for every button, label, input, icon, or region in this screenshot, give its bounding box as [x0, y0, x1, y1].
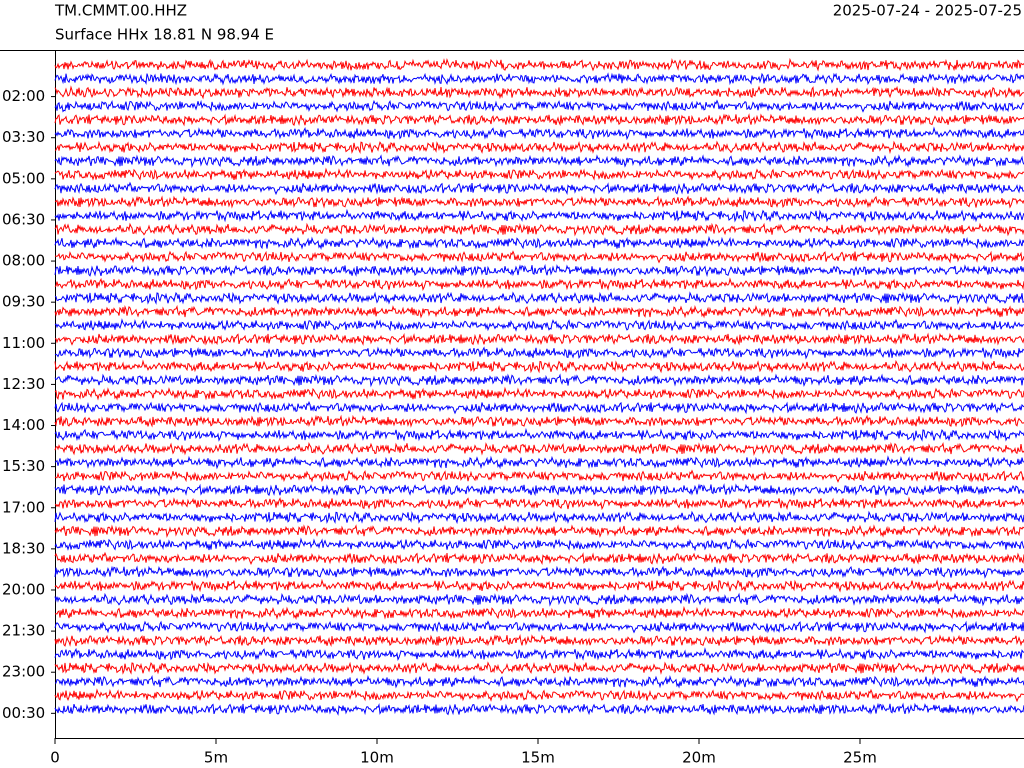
trace — [54, 633, 1024, 647]
trace — [54, 702, 1024, 716]
y-tick-label: 12:30 — [2, 375, 45, 393]
trace — [54, 222, 1024, 237]
trace — [54, 126, 1024, 141]
trace — [54, 235, 1024, 250]
y-tick-label: 14:00 — [2, 416, 45, 434]
trace — [54, 332, 1024, 346]
y-tick-label: 15:30 — [2, 457, 45, 475]
y-tick-label: 23:00 — [2, 663, 45, 681]
trace — [54, 427, 1024, 442]
trace — [54, 386, 1024, 401]
trace — [54, 318, 1024, 332]
trace — [54, 181, 1024, 196]
trace — [54, 140, 1024, 155]
trace — [54, 99, 1024, 113]
trace — [54, 483, 1024, 497]
trace — [54, 496, 1024, 511]
x-tick-label: 25m — [843, 749, 877, 767]
y-tick-label: 21:30 — [2, 622, 45, 640]
trace — [54, 469, 1024, 483]
y-tick-label: 18:30 — [2, 539, 45, 557]
trace — [54, 510, 1024, 525]
trace — [54, 113, 1024, 127]
trace — [54, 537, 1024, 552]
chart-title: TM.CMMT.00.HHZ — [54, 2, 187, 20]
trace — [54, 578, 1024, 593]
y-tick-label: 02:00 — [2, 87, 45, 105]
y-tick-label: 06:30 — [2, 210, 45, 228]
trace — [55, 674, 1024, 689]
x-tick-label: 0 — [50, 749, 60, 767]
trace — [54, 208, 1024, 223]
trace — [54, 400, 1024, 415]
chart-subtitle: Surface HHx 18.81 N 98.94 E — [55, 26, 274, 44]
trace — [54, 605, 1024, 620]
trace — [54, 524, 1024, 539]
trace — [54, 346, 1024, 360]
x-tick-label: 15m — [521, 749, 555, 767]
trace — [54, 688, 1024, 703]
date-range: 2025-07-24 - 2025-07-25 — [833, 2, 1022, 20]
y-tick-label: 09:30 — [2, 293, 45, 311]
trace — [54, 167, 1024, 182]
trace — [54, 620, 1024, 634]
x-tick-label: 10m — [360, 749, 394, 767]
trace — [54, 250, 1024, 264]
y-tick-label: 03:30 — [2, 128, 45, 146]
trace — [54, 359, 1024, 374]
trace — [54, 263, 1024, 278]
x-tick-label: 20m — [682, 749, 716, 767]
y-tick-label: 17:00 — [2, 498, 45, 516]
trace — [54, 195, 1024, 209]
y-tick-label: 05:00 — [2, 169, 45, 187]
x-tick-label: 5m — [204, 749, 228, 767]
trace — [54, 455, 1024, 470]
y-tick-label: 11:00 — [2, 334, 45, 352]
trace — [54, 373, 1024, 388]
trace — [54, 85, 1024, 100]
y-tick-label: 08:00 — [2, 252, 45, 270]
trace — [54, 661, 1024, 676]
trace — [54, 304, 1024, 319]
y-tick-label: 20:00 — [2, 580, 45, 598]
trace — [54, 154, 1024, 169]
trace — [54, 647, 1024, 661]
trace — [54, 441, 1024, 456]
trace — [54, 277, 1024, 291]
y-tick-label: 00:30 — [2, 704, 45, 722]
trace — [54, 72, 1024, 86]
trace — [54, 551, 1024, 566]
trace — [54, 414, 1024, 428]
trace — [54, 592, 1024, 607]
trace — [54, 565, 1024, 579]
trace — [54, 57, 1024, 72]
trace — [54, 291, 1024, 306]
